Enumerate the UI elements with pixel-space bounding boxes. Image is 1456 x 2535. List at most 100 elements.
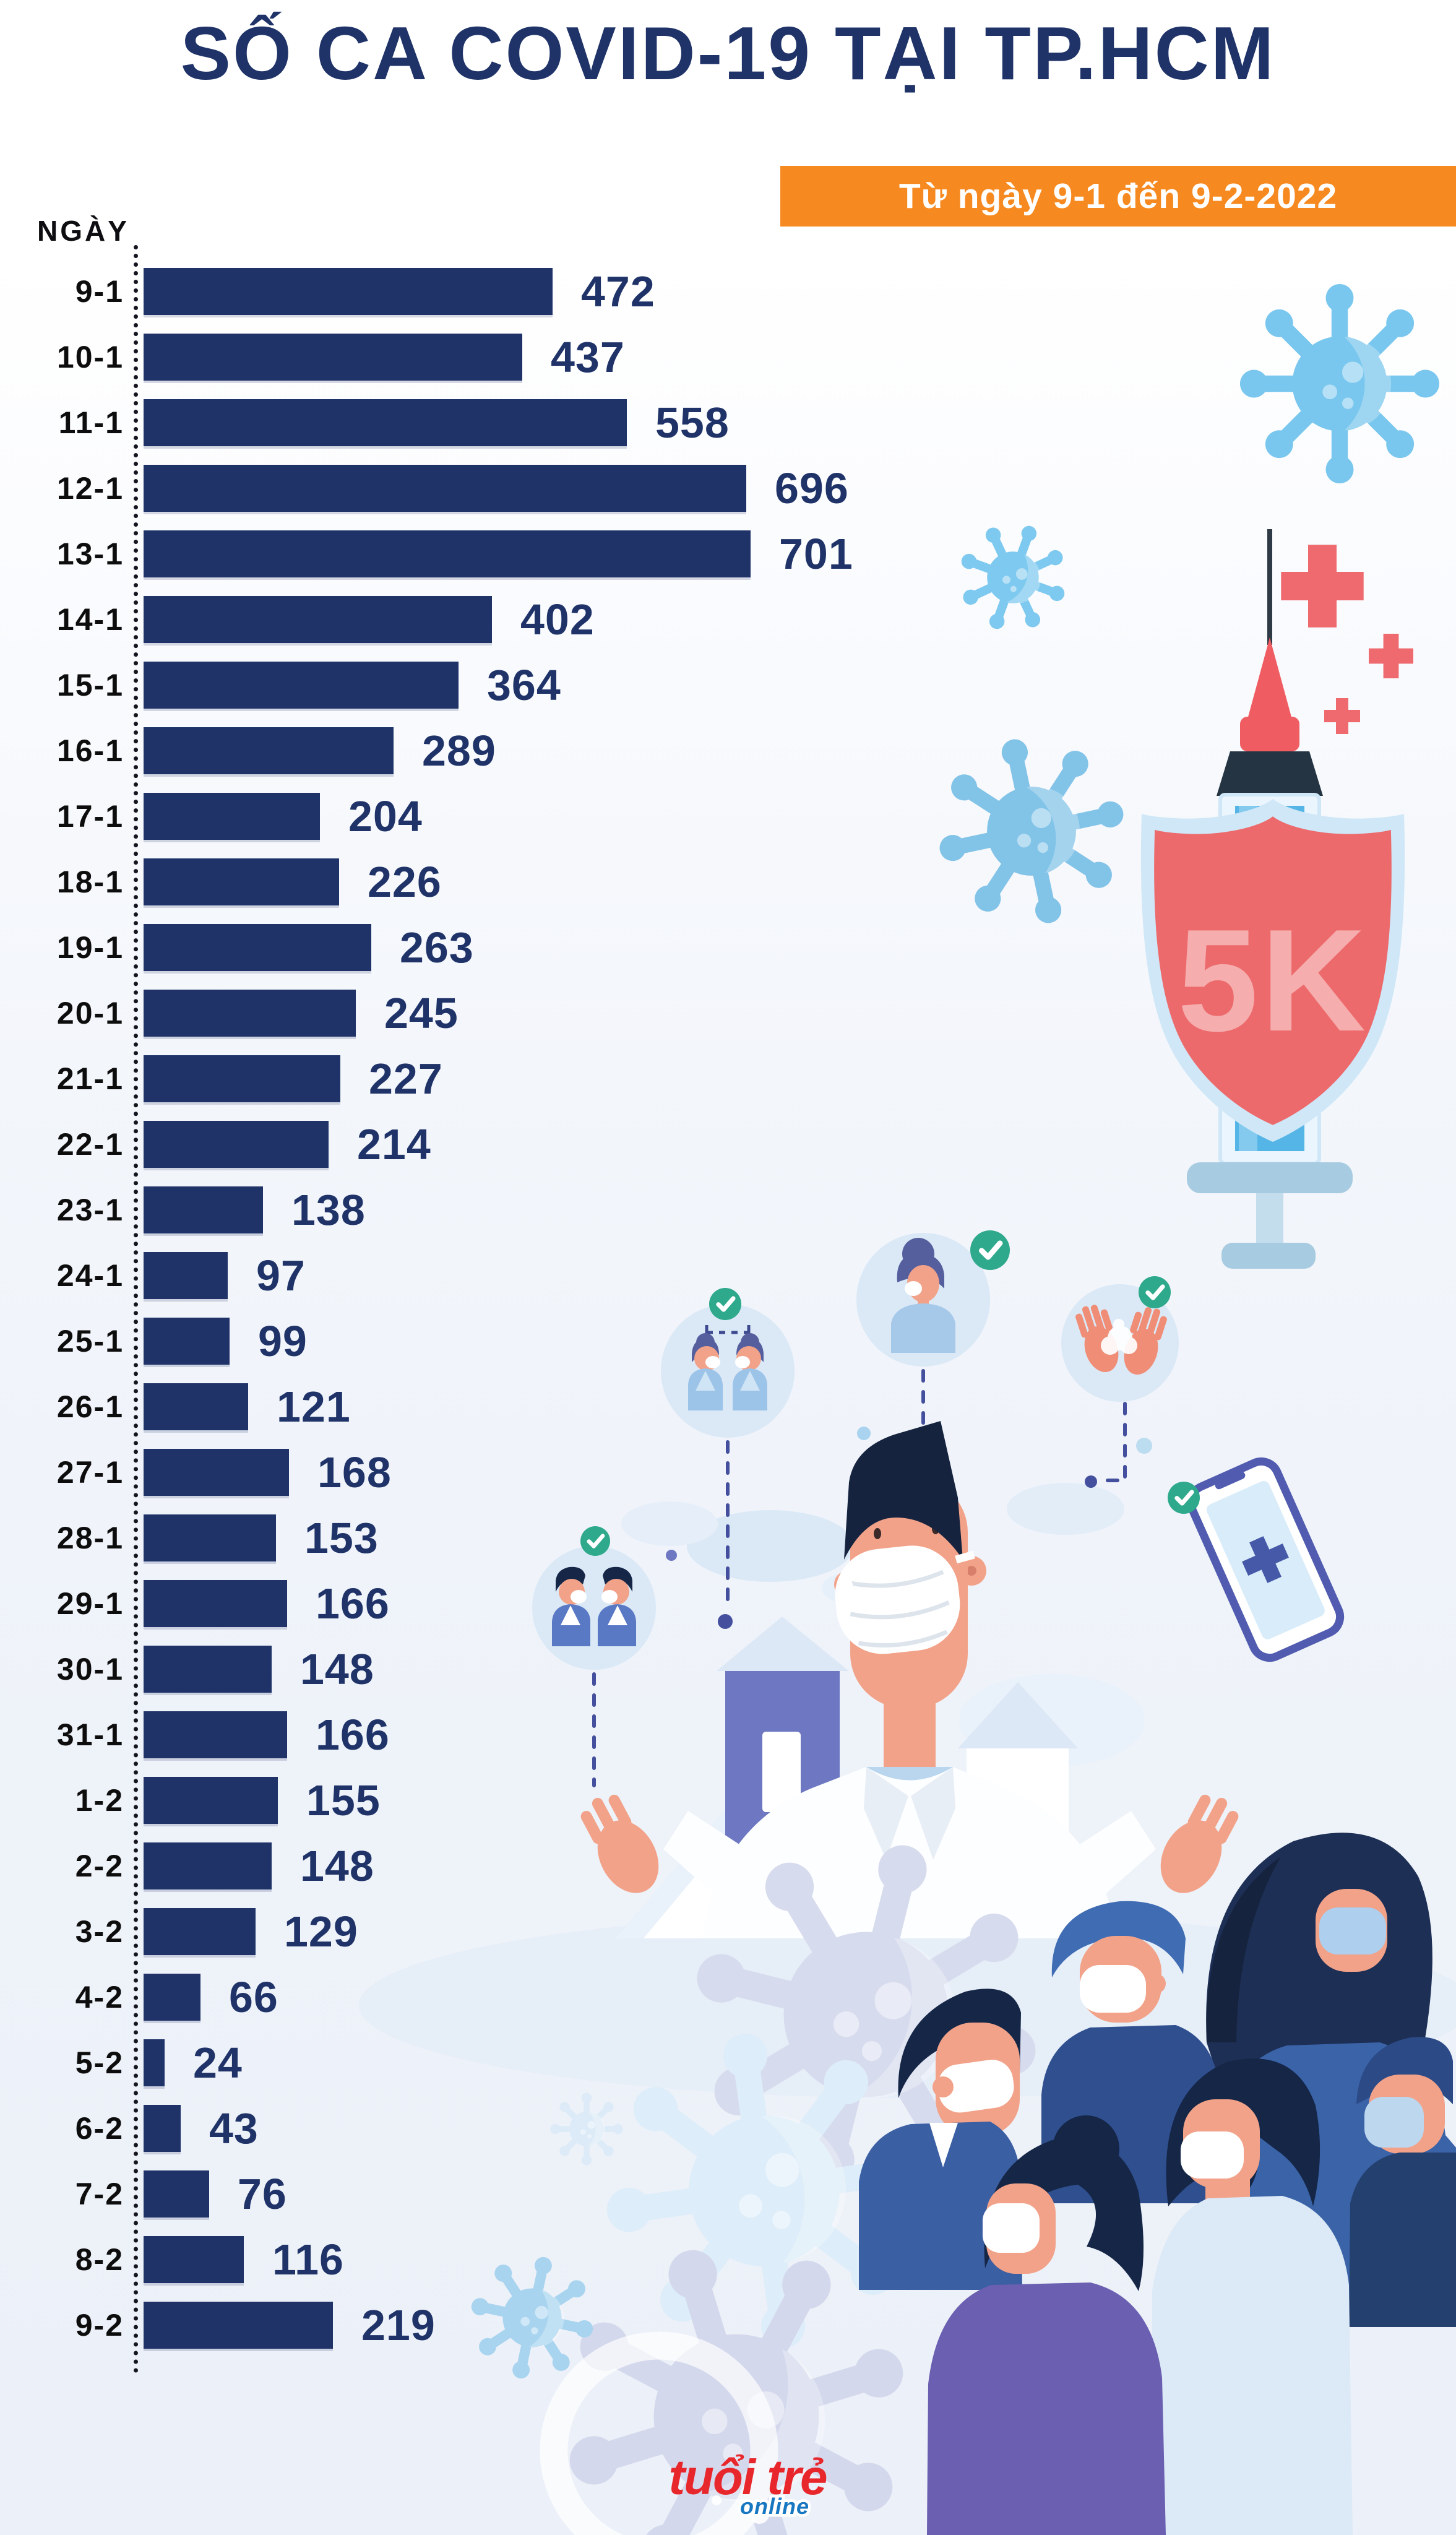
bar bbox=[144, 1318, 230, 1365]
bar-value-label: 168 bbox=[317, 1448, 392, 1496]
bar-value-label: 364 bbox=[487, 661, 561, 709]
chart-row: 31-1 166 bbox=[0, 1711, 1083, 1758]
bar bbox=[144, 727, 394, 774]
bar-value-label: 219 bbox=[361, 2301, 436, 2349]
bar bbox=[144, 2302, 333, 2349]
shield-5k-label: 5K bbox=[1178, 899, 1368, 1061]
shield-5k-icon: 5K bbox=[1140, 799, 1405, 1142]
date-range-badge: Từ ngày 9-1 đến 9-2-2022 bbox=[780, 166, 1456, 227]
bar bbox=[144, 1777, 278, 1824]
bar bbox=[144, 662, 459, 709]
bar bbox=[144, 334, 522, 381]
row-date-label: 9-2 bbox=[75, 2308, 124, 2343]
bar bbox=[144, 2105, 181, 2152]
bar bbox=[144, 2170, 209, 2218]
bar-value-label: 166 bbox=[316, 1579, 390, 1628]
chart-row: 8-2 116 bbox=[0, 2236, 1083, 2283]
row-date-label: 17-1 bbox=[56, 799, 124, 834]
row-date-label: 18-1 bbox=[56, 865, 124, 899]
chart-row: 26-1 121 bbox=[0, 1383, 1083, 1430]
chart-row: 3-2 129 bbox=[0, 1908, 1083, 1955]
row-date-label: 19-1 bbox=[56, 930, 124, 965]
chart-row: 10-1 437 bbox=[0, 334, 1083, 381]
bar bbox=[144, 530, 751, 577]
chart-row: 24-1 97 bbox=[0, 1252, 1083, 1299]
syringe-icon bbox=[1187, 529, 1353, 1269]
chart-row: 16-1 289 bbox=[0, 727, 1083, 774]
row-date-label: 12-1 bbox=[56, 471, 124, 506]
bar bbox=[144, 268, 553, 315]
row-date-label: 24-1 bbox=[56, 1258, 124, 1293]
bar-value-label: 116 bbox=[272, 2235, 344, 2284]
chart-row: 21-1 227 bbox=[0, 1055, 1083, 1102]
chart-row: 14-1 402 bbox=[0, 596, 1083, 643]
bar bbox=[144, 399, 627, 446]
bar-value-label: 227 bbox=[369, 1055, 443, 1103]
chart-row: 1-2 155 bbox=[0, 1777, 1083, 1824]
bar bbox=[144, 1055, 340, 1102]
bar-value-label: 701 bbox=[779, 530, 853, 578]
bar-value-label: 24 bbox=[193, 2039, 243, 2087]
logo-main-text: tuổi trẻ bbox=[668, 2450, 827, 2505]
row-date-label: 31-1 bbox=[56, 1717, 124, 1752]
bar bbox=[144, 1580, 287, 1627]
bar-value-label: 97 bbox=[256, 1251, 306, 1300]
check-icon bbox=[1168, 1482, 1200, 1514]
bar bbox=[144, 990, 356, 1037]
bar-value-label: 558 bbox=[655, 399, 730, 447]
bar-value-label: 66 bbox=[229, 1973, 278, 2021]
row-date-label: 27-1 bbox=[56, 1455, 124, 1490]
red-cross-icon bbox=[1281, 545, 1413, 734]
bar-value-label: 148 bbox=[300, 1842, 374, 1890]
chart-row: 11-1 558 bbox=[0, 399, 1083, 446]
chart-row: 2-2 148 bbox=[0, 1842, 1083, 1889]
bar bbox=[144, 1252, 228, 1299]
chart-row: 17-1 204 bbox=[0, 793, 1083, 840]
bar bbox=[144, 1974, 200, 2021]
row-date-label: 26-1 bbox=[56, 1389, 124, 1424]
bar bbox=[144, 793, 320, 840]
chart-axis-line bbox=[134, 245, 138, 2374]
bar bbox=[144, 1449, 289, 1496]
chart-row: 18-1 226 bbox=[0, 858, 1083, 905]
chart-row: 25-1 99 bbox=[0, 1318, 1083, 1365]
bar bbox=[144, 1842, 272, 1889]
bar-value-label: 402 bbox=[520, 595, 595, 644]
bar-value-label: 129 bbox=[284, 1907, 358, 1956]
logo-sub-text: online bbox=[740, 2494, 809, 2519]
bar-value-label: 263 bbox=[400, 923, 474, 972]
bar bbox=[144, 465, 746, 512]
row-date-label: 1-2 bbox=[75, 1783, 124, 1818]
row-date-label: 30-1 bbox=[56, 1652, 124, 1686]
bar-value-label: 437 bbox=[551, 333, 625, 381]
bar-value-label: 121 bbox=[277, 1383, 351, 1431]
bar bbox=[144, 2039, 165, 2086]
bar-chart: 9-1 472 10-1 437 11-1 558 12-1 696 13-1 701 14-1 40… bbox=[0, 268, 1083, 2367]
bar bbox=[144, 1646, 272, 1693]
bar-value-label: 245 bbox=[384, 989, 459, 1037]
bar bbox=[144, 596, 492, 643]
row-date-label: 29-1 bbox=[56, 1586, 124, 1621]
bar-value-label: 166 bbox=[316, 1711, 390, 1759]
row-date-label: 13-1 bbox=[56, 537, 124, 571]
chart-row: 9-2 219 bbox=[0, 2302, 1083, 2349]
row-date-label: 10-1 bbox=[56, 340, 124, 374]
bar bbox=[144, 1908, 256, 1955]
chart-row: 15-1 364 bbox=[0, 662, 1083, 709]
bar bbox=[144, 1186, 263, 1233]
bar bbox=[144, 1383, 248, 1430]
row-date-label: 22-1 bbox=[56, 1127, 124, 1162]
bar bbox=[144, 858, 339, 905]
chart-row: 5-2 24 bbox=[0, 2039, 1083, 2086]
row-date-label: 15-1 bbox=[56, 668, 124, 702]
row-date-label: 11-1 bbox=[58, 405, 124, 440]
bar-value-label: 99 bbox=[258, 1317, 308, 1365]
chart-row: 29-1 166 bbox=[0, 1580, 1083, 1627]
bar-value-label: 226 bbox=[368, 858, 442, 906]
chart-row: 28-1 153 bbox=[0, 1514, 1083, 1561]
page-title: SỐ CA COVID-19 TẠI TP.HCM bbox=[180, 11, 1276, 95]
axis-label: NGÀY bbox=[37, 215, 129, 247]
bar-value-label: 696 bbox=[775, 464, 849, 512]
row-date-label: 2-2 bbox=[75, 1849, 124, 1883]
chart-row: 27-1 168 bbox=[0, 1449, 1083, 1496]
